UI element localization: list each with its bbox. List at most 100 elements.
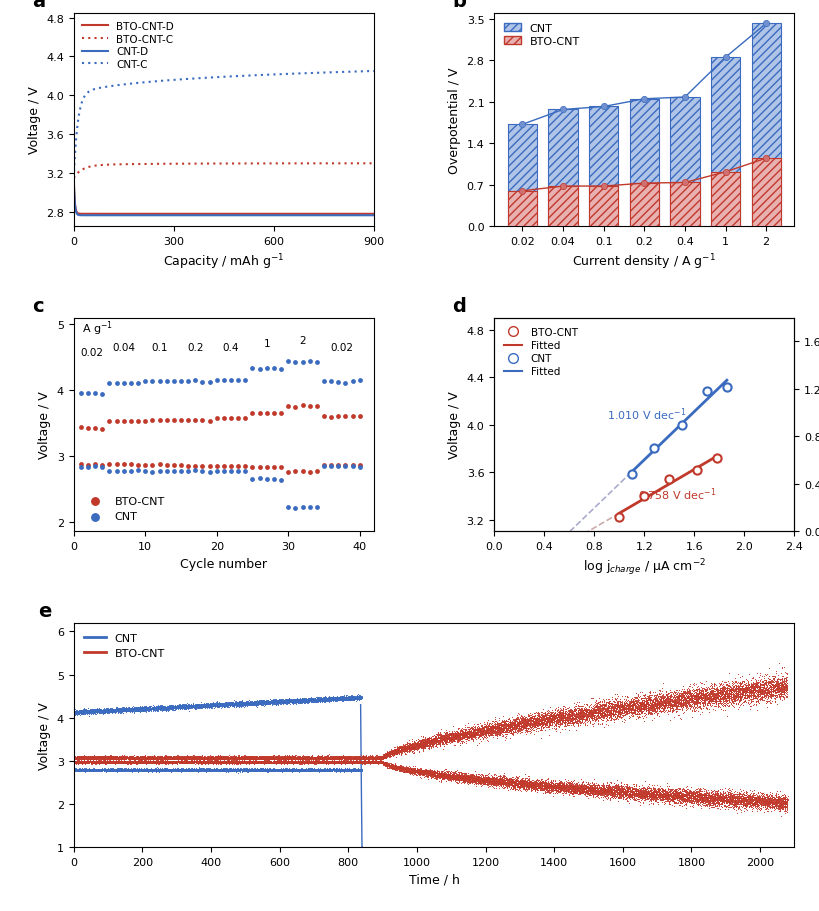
Point xyxy=(124,464,138,478)
Point xyxy=(160,458,173,473)
Point xyxy=(75,460,88,475)
Y-axis label: Voltage / V: Voltage / V xyxy=(38,701,52,769)
Point xyxy=(232,373,245,387)
CNT-D xyxy=(364,210,373,221)
BTO-CNT-C xyxy=(363,159,373,169)
Point xyxy=(274,460,287,475)
Point xyxy=(224,374,238,388)
Point xyxy=(196,464,209,478)
Bar xyxy=(630,184,659,227)
Point xyxy=(88,422,102,436)
Text: 0.02: 0.02 xyxy=(330,343,353,353)
BTO-CNT-C xyxy=(103,160,113,171)
BTO-CNT-D xyxy=(197,210,207,220)
Point xyxy=(310,501,324,516)
Point xyxy=(239,459,252,474)
Text: 0.2: 0.2 xyxy=(187,343,203,353)
Point xyxy=(182,374,195,389)
Point xyxy=(132,458,145,473)
Point xyxy=(182,459,195,474)
Point xyxy=(296,399,309,414)
Point xyxy=(210,412,224,426)
Point xyxy=(332,458,345,473)
Point xyxy=(289,400,302,415)
Point xyxy=(88,459,102,474)
Text: 0.4: 0.4 xyxy=(223,343,239,353)
Point xyxy=(613,510,626,525)
Point xyxy=(146,374,159,388)
Point xyxy=(246,362,259,376)
Point xyxy=(138,458,152,473)
Point xyxy=(117,457,130,472)
Point xyxy=(153,457,166,472)
Point xyxy=(310,355,324,370)
BTO-CNT-C xyxy=(369,159,379,169)
CNT-D xyxy=(103,210,113,221)
Point xyxy=(353,458,366,473)
Point xyxy=(174,465,188,479)
Point xyxy=(138,374,152,389)
Point xyxy=(196,375,209,390)
Point xyxy=(203,414,216,428)
Point xyxy=(96,422,109,436)
Point xyxy=(332,460,345,475)
CNT-D xyxy=(331,210,341,221)
Point xyxy=(232,411,245,425)
Point xyxy=(174,458,188,473)
Point xyxy=(224,465,238,479)
Point xyxy=(146,465,159,479)
Point xyxy=(217,459,230,474)
Point xyxy=(103,464,116,478)
CNT-D xyxy=(69,173,79,184)
Point xyxy=(182,464,195,478)
Point xyxy=(260,362,274,376)
Point xyxy=(332,409,345,424)
Legend: CNT, BTO-CNT: CNT, BTO-CNT xyxy=(500,19,585,51)
Point xyxy=(210,460,224,475)
Point xyxy=(239,412,252,426)
Text: A g$^{-1}$: A g$^{-1}$ xyxy=(82,320,113,338)
Point xyxy=(253,362,266,376)
Text: b: b xyxy=(452,0,466,11)
Bar xyxy=(589,187,618,227)
CNT-D xyxy=(184,210,194,221)
Point xyxy=(296,464,309,478)
Point xyxy=(188,464,201,478)
Point xyxy=(253,472,266,486)
Point xyxy=(303,466,316,480)
Bar xyxy=(549,187,577,227)
Point xyxy=(96,460,109,475)
X-axis label: Time / h: Time / h xyxy=(409,873,459,885)
Legend: CNT, BTO-CNT: CNT, BTO-CNT xyxy=(79,629,170,663)
Point xyxy=(103,415,116,429)
Text: 0.758 V dec$^{-1}$: 0.758 V dec$^{-1}$ xyxy=(638,486,717,502)
Point xyxy=(110,376,123,391)
Point xyxy=(260,460,274,475)
Point xyxy=(110,415,123,429)
Y-axis label: Voltage / V: Voltage / V xyxy=(38,391,52,459)
Point xyxy=(253,460,266,475)
Point xyxy=(88,386,102,401)
BTO-CNT-D xyxy=(104,210,114,220)
Point xyxy=(232,459,245,474)
Point xyxy=(289,355,302,370)
Point xyxy=(217,465,230,479)
Point xyxy=(318,459,331,474)
Point xyxy=(96,387,109,402)
Point xyxy=(196,459,209,474)
Point xyxy=(75,386,88,401)
BTO-CNT-D xyxy=(184,210,194,220)
Point xyxy=(274,363,287,377)
Point xyxy=(182,413,195,427)
Point xyxy=(167,458,180,473)
Legend: BTO-CNT-D, BTO-CNT-C, CNT-D, CNT-C: BTO-CNT-D, BTO-CNT-C, CNT-D, CNT-C xyxy=(79,19,177,73)
Bar xyxy=(549,110,577,227)
BTO-CNT-C xyxy=(69,173,79,184)
Bar xyxy=(589,107,618,227)
Point xyxy=(339,410,352,425)
X-axis label: Capacity / mAh g$^{-1}$: Capacity / mAh g$^{-1}$ xyxy=(163,252,285,272)
Point xyxy=(346,410,359,425)
Bar xyxy=(670,97,699,227)
Point xyxy=(117,376,130,391)
Point xyxy=(324,410,337,425)
